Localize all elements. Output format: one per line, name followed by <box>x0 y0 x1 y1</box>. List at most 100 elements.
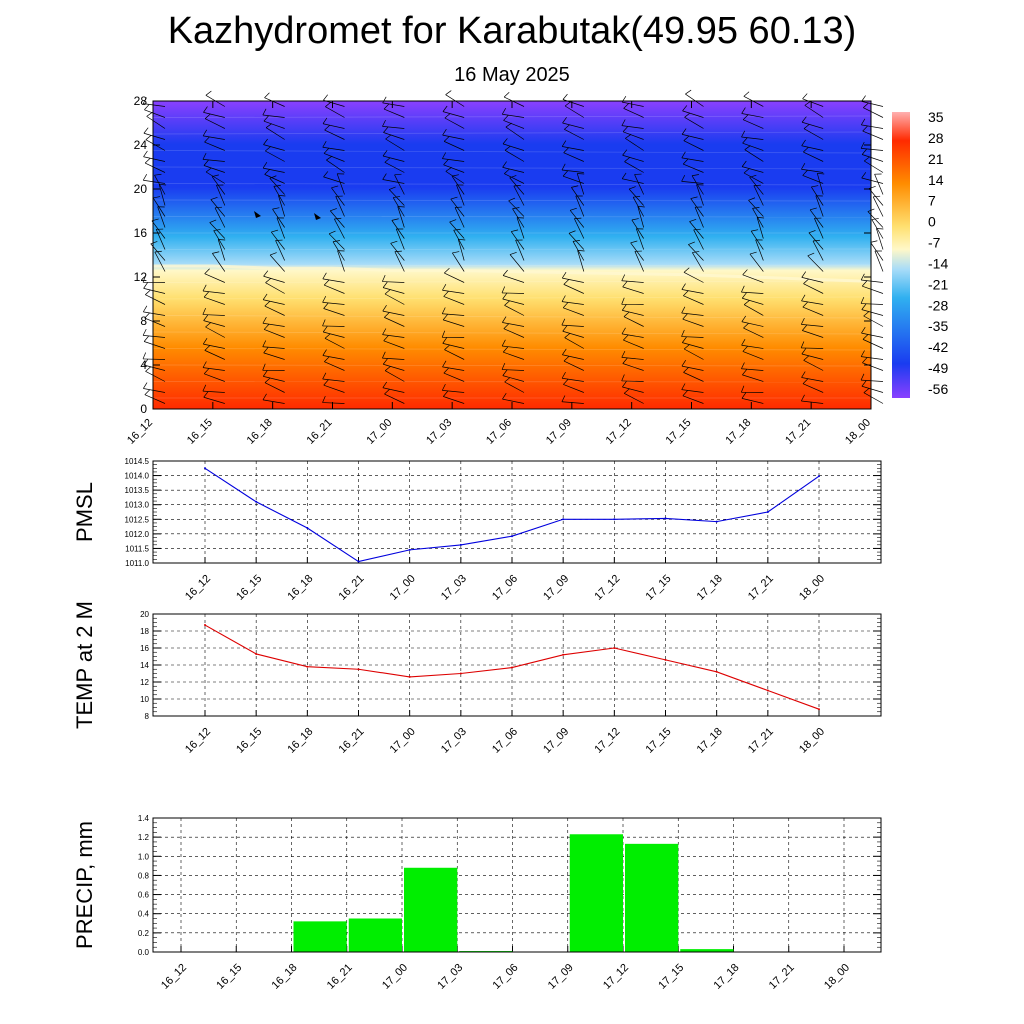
y-tick-label: 0.4 <box>138 910 150 919</box>
wind-barb-feather <box>801 294 806 302</box>
wind-barb <box>577 250 585 272</box>
wind-barb-feather <box>384 312 390 318</box>
wind-barb <box>801 168 824 173</box>
pmsl-point <box>204 467 206 470</box>
wind-barb <box>861 148 884 151</box>
temp-point <box>715 670 718 673</box>
wind-barb <box>454 207 465 228</box>
wind-barb-feather <box>262 393 267 401</box>
x-tick-label: 17_06 <box>491 962 521 992</box>
wind-barb <box>143 311 166 316</box>
wind-barb-feather <box>749 251 757 255</box>
wind-barb <box>681 365 704 371</box>
wind-barb-feather <box>504 168 510 174</box>
x-tick-label: 17_18 <box>695 726 725 756</box>
wind-barb <box>273 186 285 206</box>
wind-barb-feather <box>803 355 810 361</box>
wind-barb-feather <box>741 160 747 167</box>
colorbar-tick-label: 35 <box>928 109 944 125</box>
wind-barb-feather <box>262 363 266 371</box>
wind-barb-feather <box>143 382 148 389</box>
wind-barb <box>442 158 465 162</box>
wind-barb-feather <box>682 105 688 112</box>
wind-barb <box>203 296 225 305</box>
wind-barb-feather <box>752 207 760 209</box>
contour-line <box>152 150 872 154</box>
wind-barb-feather <box>501 362 506 370</box>
precip-bar <box>680 949 734 952</box>
wind-barb-feather <box>264 377 271 383</box>
wind-barb <box>322 278 345 283</box>
wind-barb <box>263 376 285 382</box>
wind-barb <box>864 160 884 173</box>
wind-barb <box>503 96 525 107</box>
wind-barb-feather <box>621 350 626 358</box>
wind-barb-feather <box>502 293 508 300</box>
wind-barb <box>443 396 465 404</box>
wind-barb-feather <box>743 91 750 97</box>
wind-barb-feather <box>452 251 460 254</box>
wind-barb-feather <box>203 106 208 113</box>
x-tick-label: 16_12 <box>183 726 213 756</box>
wind-barb-feather <box>623 388 630 394</box>
colorbar-tick-label: 28 <box>928 130 944 146</box>
wind-barb <box>263 167 285 173</box>
wind-barb <box>263 352 285 360</box>
wind-barb-feather <box>323 171 329 178</box>
wind-barb <box>742 351 764 360</box>
wind-barb <box>861 279 884 283</box>
wind-barb <box>269 254 285 272</box>
x-tick-label: 17_09 <box>546 962 576 992</box>
wind-barb <box>861 309 884 316</box>
wind-barb-feather <box>442 314 448 321</box>
wind-barb-feather <box>502 369 508 376</box>
x-tick-label: 17_00 <box>364 417 394 447</box>
wind-barb-feather <box>443 367 449 374</box>
precip-panel: 16_12 16_15 16_18 16_21 17_00 17_03 17_06 17_09… <box>72 814 882 992</box>
wind-barb <box>143 103 166 107</box>
wind-barb <box>876 228 884 250</box>
contour-line <box>152 315 872 319</box>
wind-barb <box>621 357 644 360</box>
wind-barb-feather <box>322 349 327 356</box>
wind-barb <box>803 360 824 371</box>
wind-barb <box>682 318 704 327</box>
wind-barb-feather <box>269 252 277 256</box>
wind-barb <box>382 310 405 316</box>
wind-barb <box>270 231 285 250</box>
wind-barb <box>861 303 884 305</box>
wind-barb <box>383 132 405 140</box>
wind-barb-feather <box>262 162 268 169</box>
wind-barb-feather <box>382 358 388 365</box>
wind-barb <box>324 129 345 140</box>
wind-barb <box>685 93 704 107</box>
y-tick-label: 0 <box>140 402 147 416</box>
wind-barb <box>634 251 644 272</box>
wind-barb-feather <box>741 107 746 114</box>
colorbar-tick-label: -49 <box>928 360 948 376</box>
wind-barb <box>144 109 166 118</box>
wind-barb-feather <box>204 268 210 274</box>
wind-barb-feather <box>757 217 765 219</box>
wind-barb <box>561 324 584 327</box>
wind-barb-feather <box>742 369 748 376</box>
wind-barb-feather <box>504 377 511 383</box>
wind-barb <box>635 228 644 250</box>
wind-barb-feather <box>271 229 279 233</box>
wind-barb-feather <box>385 134 392 140</box>
wind-barb <box>637 206 645 228</box>
wind-barb <box>442 111 465 118</box>
wind-barb <box>384 317 405 327</box>
wind-barb-feather <box>509 175 517 179</box>
x-tick-label: 17_06 <box>490 573 520 603</box>
temp-point <box>306 665 309 668</box>
wind-barb <box>323 176 345 184</box>
wind-barb <box>205 326 226 338</box>
wind-barb-feather <box>622 126 628 133</box>
wind-barb <box>453 229 465 250</box>
panel-frame <box>152 460 882 564</box>
wind-barb-feather <box>861 148 867 155</box>
wind-barb-feather <box>384 157 391 163</box>
wind-barb <box>861 379 884 382</box>
wind-barb-feather <box>622 281 628 288</box>
